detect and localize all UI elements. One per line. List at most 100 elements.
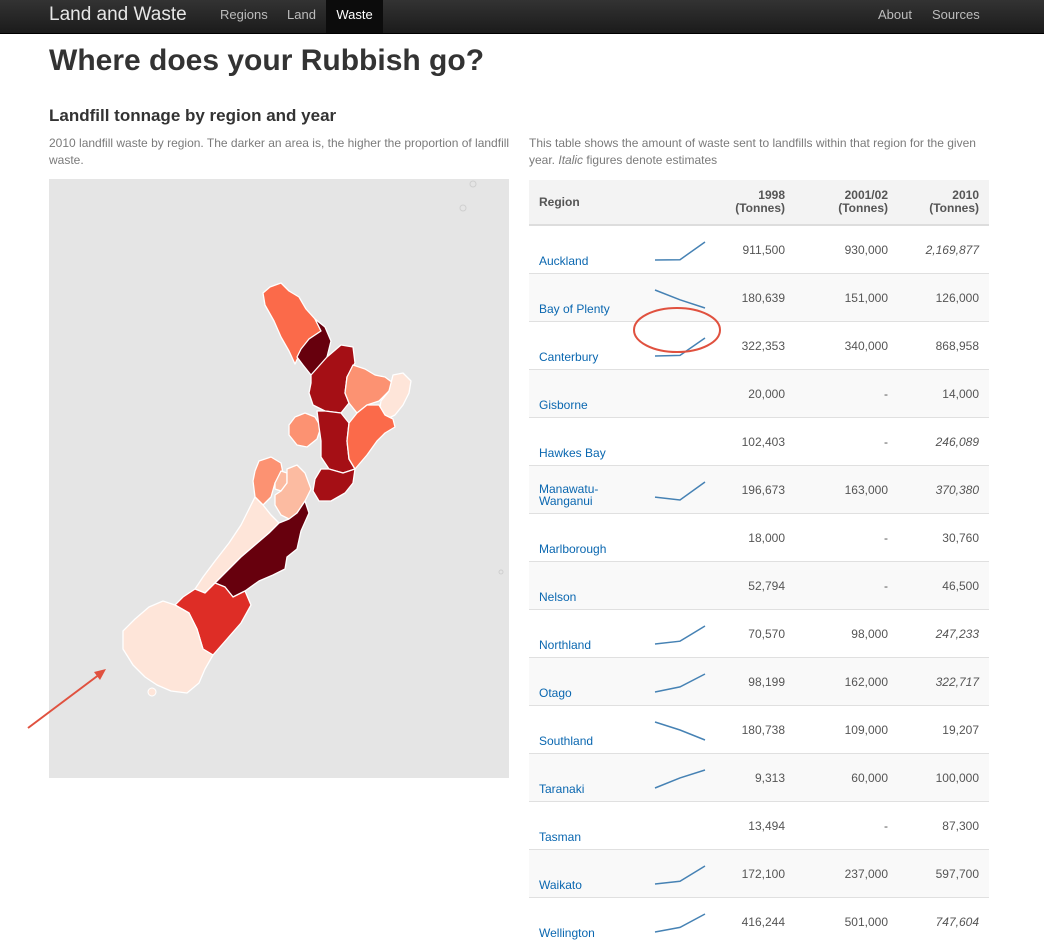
region-link[interactable]: Manawatu-Wanganui xyxy=(539,482,598,508)
value-2010-cell: 30,760 xyxy=(898,514,989,562)
th-region[interactable]: Region xyxy=(529,180,637,225)
value-2010-cell: 46,500 xyxy=(898,562,989,610)
region-cell: Bay of Plenty xyxy=(529,274,637,322)
region-link[interactable]: Northland xyxy=(539,638,591,652)
region-link[interactable]: Waikato xyxy=(539,878,582,892)
section-title: Landfill tonnage by region and year xyxy=(49,106,336,126)
sparkline xyxy=(637,858,717,890)
brand-link[interactable]: Land and Waste xyxy=(49,4,187,26)
nav-sources-link[interactable]: Sources xyxy=(922,0,990,33)
table-header-row: Region 1998(Tonnes) 2001/02(Tonnes) 2010… xyxy=(529,180,989,225)
nav-about-link[interactable]: About xyxy=(868,0,922,33)
region-cell: Tasman xyxy=(529,802,637,850)
sparkline-cell xyxy=(637,370,715,418)
region-cell: Northland xyxy=(529,610,637,658)
value-1998-cell: 20,000 xyxy=(715,370,795,418)
value-2001-cell: 930,000 xyxy=(795,225,898,274)
region-link[interactable]: Wellington xyxy=(539,926,595,940)
value-2001-cell: 163,000 xyxy=(795,466,898,514)
sparkline-cell xyxy=(637,514,715,562)
region-link[interactable]: Auckland xyxy=(539,254,588,268)
value-1998-cell: 70,570 xyxy=(715,610,795,658)
th-2010[interactable]: 2010(Tonnes) xyxy=(898,180,989,225)
sparkline-cell xyxy=(637,706,715,754)
sparkline-line xyxy=(655,626,705,644)
region-link[interactable]: Marlborough xyxy=(539,542,606,556)
value-2001-cell: - xyxy=(795,802,898,850)
region-link[interactable]: Nelson xyxy=(539,590,576,604)
value-2010-cell: 246,089 xyxy=(898,418,989,466)
navbar: Land and Waste Regions Land Waste About … xyxy=(0,0,1044,34)
value-2001-cell: 501,000 xyxy=(795,898,898,945)
value-2001-cell: 98,000 xyxy=(795,610,898,658)
th-1998-year: 1998 xyxy=(758,188,785,202)
region-cell: Manawatu-Wanganui xyxy=(529,466,637,514)
map-stewart-island[interactable] xyxy=(148,688,156,696)
map-region-wellington[interactable] xyxy=(313,469,355,501)
sparkline-line xyxy=(655,338,705,356)
sparkline-cell xyxy=(637,562,715,610)
map-island-dot xyxy=(470,181,476,187)
region-link[interactable]: Taranaki xyxy=(539,782,584,796)
sparkline-cell xyxy=(637,418,715,466)
sparkline-line xyxy=(655,290,705,308)
sparkline xyxy=(637,474,717,506)
value-2010-cell: 2,169,877 xyxy=(898,225,989,274)
sparkline-line xyxy=(655,722,705,740)
sparkline-cell xyxy=(637,898,715,945)
value-2010-cell: 322,717 xyxy=(898,658,989,706)
value-1998-cell: 180,639 xyxy=(715,274,795,322)
region-link[interactable]: Otago xyxy=(539,686,572,700)
value-2010-cell: 100,000 xyxy=(898,754,989,802)
value-2010-cell: 19,207 xyxy=(898,706,989,754)
sparkline-cell xyxy=(637,802,715,850)
th-2001-unit: (Tonnes) xyxy=(838,201,888,215)
sparkline-cell xyxy=(637,274,715,322)
map-region-taranaki[interactable] xyxy=(289,413,321,447)
region-link[interactable]: Gisborne xyxy=(539,398,588,412)
region-link[interactable]: Tasman xyxy=(539,830,581,844)
region-link[interactable]: Hawkes Bay xyxy=(539,446,606,460)
region-link[interactable]: Canterbury xyxy=(539,350,598,364)
value-2001-cell: 162,000 xyxy=(795,658,898,706)
map-island-dot xyxy=(499,570,503,574)
sparkline xyxy=(637,330,717,362)
nav-waste-link[interactable]: Waste xyxy=(326,0,383,33)
nav-regions-link[interactable]: Regions xyxy=(210,0,278,33)
th-2001[interactable]: 2001/02(Tonnes) xyxy=(795,180,898,225)
sparkline xyxy=(637,618,717,650)
sparkline-cell xyxy=(637,225,715,274)
sparkline xyxy=(637,762,717,794)
value-1998-cell: 322,353 xyxy=(715,322,795,370)
map-island-dot xyxy=(460,205,466,211)
table-description-italic: Italic xyxy=(558,153,583,167)
value-1998-cell: 52,794 xyxy=(715,562,795,610)
value-2010-cell: 868,958 xyxy=(898,322,989,370)
th-1998-unit: (Tonnes) xyxy=(735,201,785,215)
region-cell: Auckland xyxy=(529,225,637,274)
th-2010-unit: (Tonnes) xyxy=(929,201,979,215)
th-1998[interactable]: 1998(Tonnes) xyxy=(715,180,795,225)
region-link[interactable]: Bay of Plenty xyxy=(539,302,610,316)
region-cell: Southland xyxy=(529,706,637,754)
value-2010-cell: 14,000 xyxy=(898,370,989,418)
nav-land-link[interactable]: Land xyxy=(277,0,326,33)
table-description-tail: figures denote estimates xyxy=(586,153,717,167)
landfill-table: Region 1998(Tonnes) 2001/02(Tonnes) 2010… xyxy=(529,180,989,945)
region-cell: Hawkes Bay xyxy=(529,418,637,466)
sparkline-cell xyxy=(637,322,715,370)
value-1998-cell: 196,673 xyxy=(715,466,795,514)
sparkline xyxy=(637,714,717,746)
region-cell: Canterbury xyxy=(529,322,637,370)
region-link[interactable]: Southland xyxy=(539,734,593,748)
